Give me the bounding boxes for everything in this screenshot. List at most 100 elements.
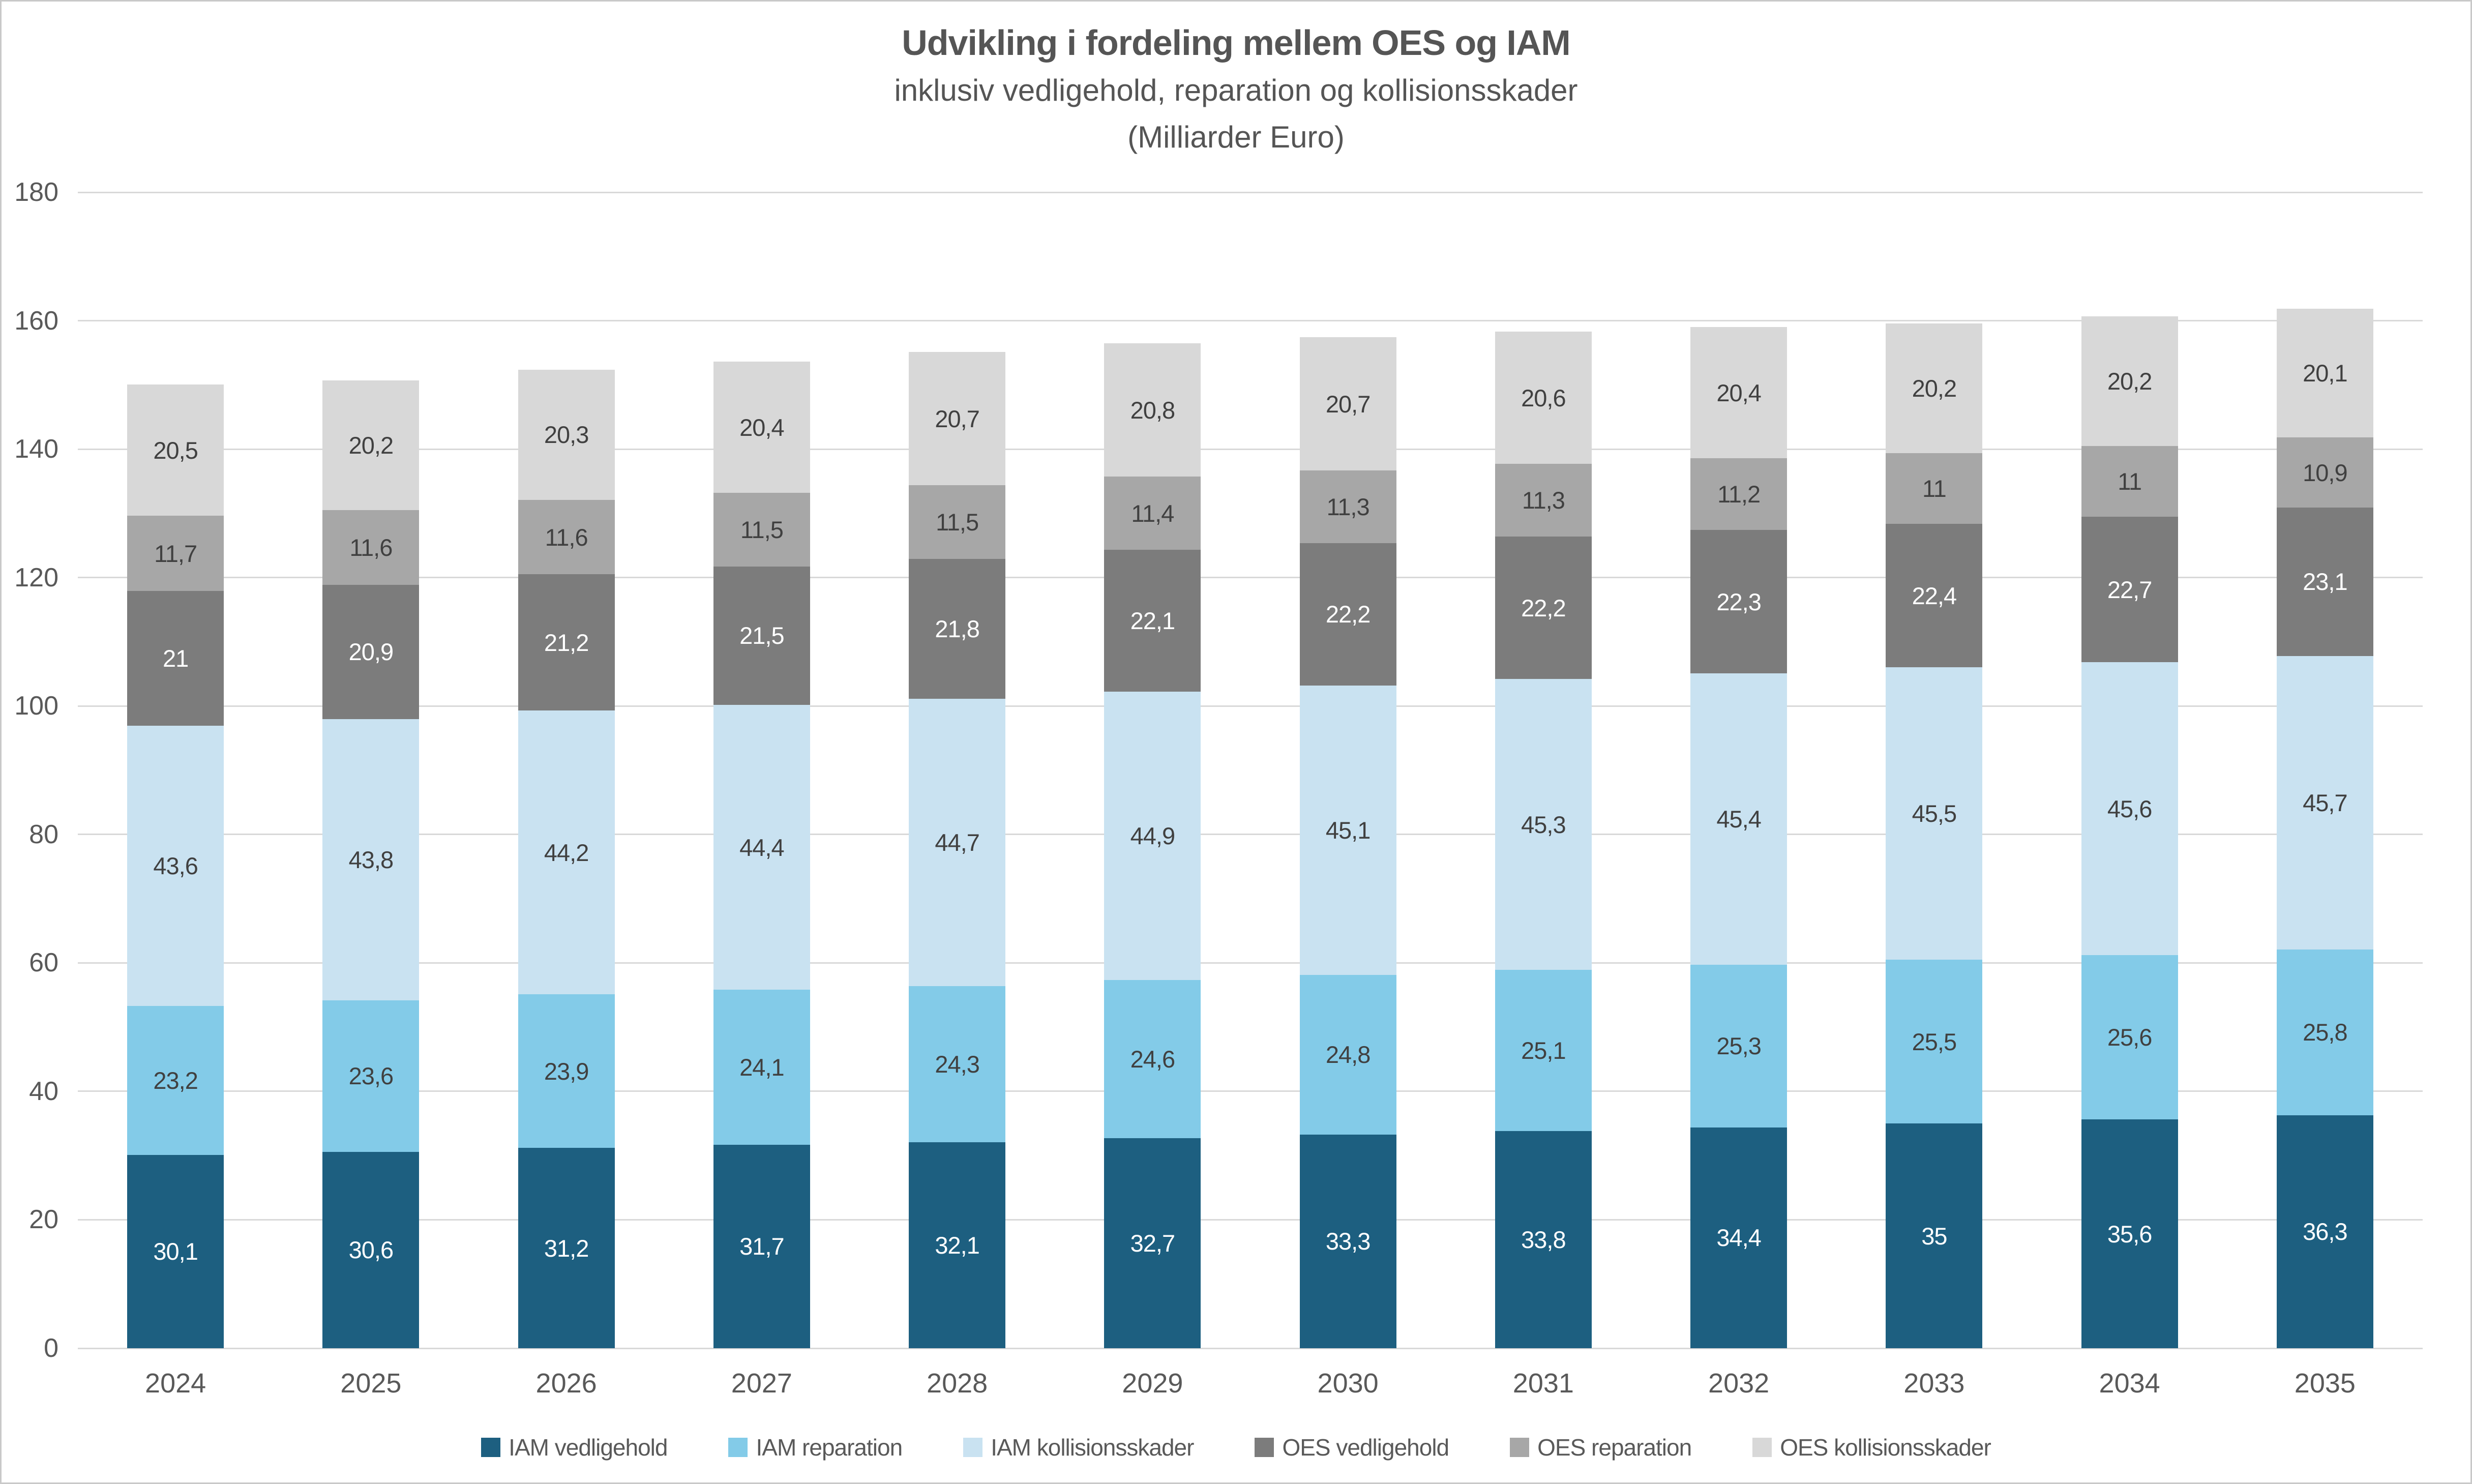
gridline: [78, 1347, 2423, 1349]
bar-value-label: 23,6: [348, 1062, 394, 1090]
bar-value-label: 20,4: [1716, 379, 1761, 406]
y-tick-label: 40: [29, 1076, 58, 1106]
bar-segment-iam-kollisionsskader: 43,8: [322, 719, 420, 1000]
legend-label: OES reparation: [1537, 1434, 1692, 1461]
bar-value-label: 44,2: [544, 839, 589, 866]
bar-segment-oes-vedligehold: 22,4: [1886, 523, 1983, 668]
bar-value-label: 21: [162, 645, 189, 672]
legend-label: IAM kollisionsskader: [991, 1434, 1194, 1461]
y-tick-label: 180: [14, 177, 58, 207]
bar-value-label: 11,2: [1717, 481, 1761, 508]
bar-segment-oes-kollisionsskader: 20,1: [2276, 308, 2373, 438]
bar-column: 30,1 23,2 43,6 21 11,7 20,5: [78, 192, 273, 1348]
bar-segment-iam-reparation: 23,9: [518, 994, 615, 1148]
bar-segment-oes-reparation: 11: [1886, 453, 1983, 524]
bar-value-label: 24,6: [1130, 1046, 1175, 1073]
bar-segment-oes-reparation: 11: [2081, 446, 2178, 517]
plot-region: 0 20 40 60 80 100 120 140 160 180 30,1 23,2 43,6 21 1…: [14, 177, 2423, 1399]
x-tick-label: 2027: [731, 1368, 792, 1399]
bar-segment-oes-reparation: 11,3: [1299, 470, 1396, 543]
bar-value-label: 11,3: [1326, 493, 1370, 520]
bar-value-label: 23,2: [153, 1066, 198, 1094]
bar-column: 33,8 25,1 45,3 22,2 11,3 20,6: [1446, 192, 1641, 1348]
bar-value-label: 11,6: [545, 523, 588, 551]
bar-segment-iam-vedligehold: 33,8: [1495, 1131, 1592, 1348]
bar-segment-oes-reparation: 11,5: [909, 485, 1006, 559]
bar-value-label: 20,2: [348, 432, 394, 459]
bar-segment-oes-vedligehold: 23,1: [2276, 508, 2373, 656]
bar-value-label: 20,3: [544, 421, 589, 449]
bar-segment-iam-kollisionsskader: 44,9: [1104, 692, 1201, 981]
y-tick-label: 160: [14, 306, 58, 336]
bar-segment-oes-kollisionsskader: 20,7: [909, 352, 1006, 485]
bar-value-label: 30,1: [153, 1238, 198, 1265]
bar-segment-iam-vedligehold: 36,3: [2276, 1115, 2373, 1348]
legend-swatch: [1255, 1438, 1274, 1457]
x-tick-label: 2024: [145, 1368, 206, 1399]
bar-segment-iam-reparation: 25,5: [1886, 960, 1983, 1124]
bar-segment-oes-kollisionsskader: 20,3: [518, 369, 615, 500]
bar-value-label: 25,5: [1912, 1028, 1957, 1055]
bar-value-label: 43,8: [348, 846, 394, 873]
bar-segment-iam-vedligehold: 30,1: [127, 1154, 224, 1348]
bar-stack: 35,6 25,6 45,6 22,7 11 20,2: [2081, 316, 2178, 1348]
x-tick-label: 2030: [1317, 1368, 1379, 1399]
bar-segment-oes-reparation: 10,9: [2276, 437, 2373, 508]
legend-label: OES kollisionsskader: [1780, 1434, 1991, 1461]
bar-value-label: 11,7: [154, 540, 197, 567]
bar-segment-iam-kollisionsskader: 45,6: [2081, 662, 2178, 956]
bar-value-label: 22,2: [1325, 601, 1371, 628]
bar-segment-oes-vedligehold: 22,1: [1104, 550, 1201, 692]
plot-columns: 30,1 23,2 43,6 21 11,7 20,5 30,6 23,6 43,8 20,9 11…: [78, 192, 2423, 1348]
y-tick-label: 60: [29, 948, 58, 978]
bar-segment-iam-kollisionsskader: 45,1: [1299, 685, 1396, 975]
y-tick-label: 20: [29, 1205, 58, 1235]
gridline: [78, 1219, 2423, 1221]
bar-value-label: 23,1: [2303, 568, 2347, 596]
bar-stack: 30,6 23,6 43,8 20,9 11,6 20,2: [322, 380, 420, 1348]
bar-value-label: 21,5: [739, 622, 784, 649]
bar-value-label: 25,1: [1521, 1037, 1566, 1064]
bar-value-label: 35,6: [2107, 1220, 2152, 1248]
bar-segment-oes-vedligehold: 21,5: [713, 567, 810, 705]
bar-value-label: 24,3: [935, 1050, 979, 1078]
bar-segment-oes-vedligehold: 21,8: [909, 559, 1006, 699]
bar-column: 31,7 24,1 44,4 21,5 11,5 20,4: [664, 192, 859, 1348]
bar-segment-iam-reparation: 24,3: [909, 986, 1006, 1142]
bar-value-label: 20,2: [2107, 367, 2152, 395]
legend-item-oes-reparation: OES reparation: [1510, 1434, 1692, 1461]
bar-stack: 33,8 25,1 45,3 22,2 11,3 20,6: [1495, 332, 1592, 1348]
bar-stack: 33,3 24,8 45,1 22,2 11,3 20,7: [1299, 337, 1396, 1348]
bar-column: 33,3 24,8 45,1 22,2 11,3 20,7: [1250, 192, 1446, 1348]
bar-value-label: 20,1: [2303, 360, 2347, 387]
chart-units-line: (Milliarder Euro): [1127, 120, 1345, 154]
bar-value-label: 10,9: [2303, 459, 2347, 486]
y-tick-label: 140: [14, 434, 58, 464]
bar-value-label: 11,6: [349, 533, 393, 561]
bar-segment-iam-vedligehold: 32,7: [1104, 1138, 1201, 1348]
bar-segment-iam-vedligehold: 31,7: [713, 1144, 810, 1348]
bar-segment-iam-reparation: 25,6: [2081, 955, 2178, 1120]
bar-column: 32,7 24,6 44,9 22,1 11,4 20,8: [1055, 192, 1250, 1348]
bar-segment-oes-kollisionsskader: 20,7: [1299, 337, 1396, 470]
bar-segment-oes-reparation: 11,6: [518, 499, 615, 575]
legend-item-iam-vedligehold: IAM vedligehold: [481, 1434, 668, 1461]
bar-segment-iam-reparation: 23,2: [127, 1005, 224, 1155]
bar-value-label: 11,4: [1131, 499, 1174, 527]
bar-stack: 30,1 23,2 43,6 21 11,7 20,5: [127, 384, 224, 1348]
y-tick-label: 100: [14, 691, 58, 721]
bar-value-label: 20,8: [1130, 396, 1175, 424]
bar-value-label: 11: [1922, 474, 1947, 502]
chart-titles: Udvikling i fordeling mellem OES og IAM …: [2, 19, 2470, 161]
bar-segment-iam-reparation: 24,8: [1299, 975, 1396, 1135]
gridline: [78, 448, 2423, 450]
bar-segment-iam-vedligehold: 32,1: [909, 1142, 1006, 1348]
bar-segment-iam-vedligehold: 35: [1886, 1123, 1983, 1348]
bar-column: 30,6 23,6 43,8 20,9 11,6 20,2: [273, 192, 468, 1348]
legend: IAM vedligehold IAM reparation IAM kollisi…: [2, 1434, 2470, 1461]
bar-stack: 32,1 24,3 44,7 21,8 11,5 20,7: [909, 352, 1006, 1348]
bar-value-label: 25,8: [2303, 1019, 2347, 1046]
bar-column: 36,3 25,8 45,7 23,1 10,9 20,1: [2227, 192, 2423, 1348]
x-tick-label: 2032: [1708, 1368, 1770, 1399]
bar-segment-iam-vedligehold: 34,4: [1690, 1127, 1788, 1348]
